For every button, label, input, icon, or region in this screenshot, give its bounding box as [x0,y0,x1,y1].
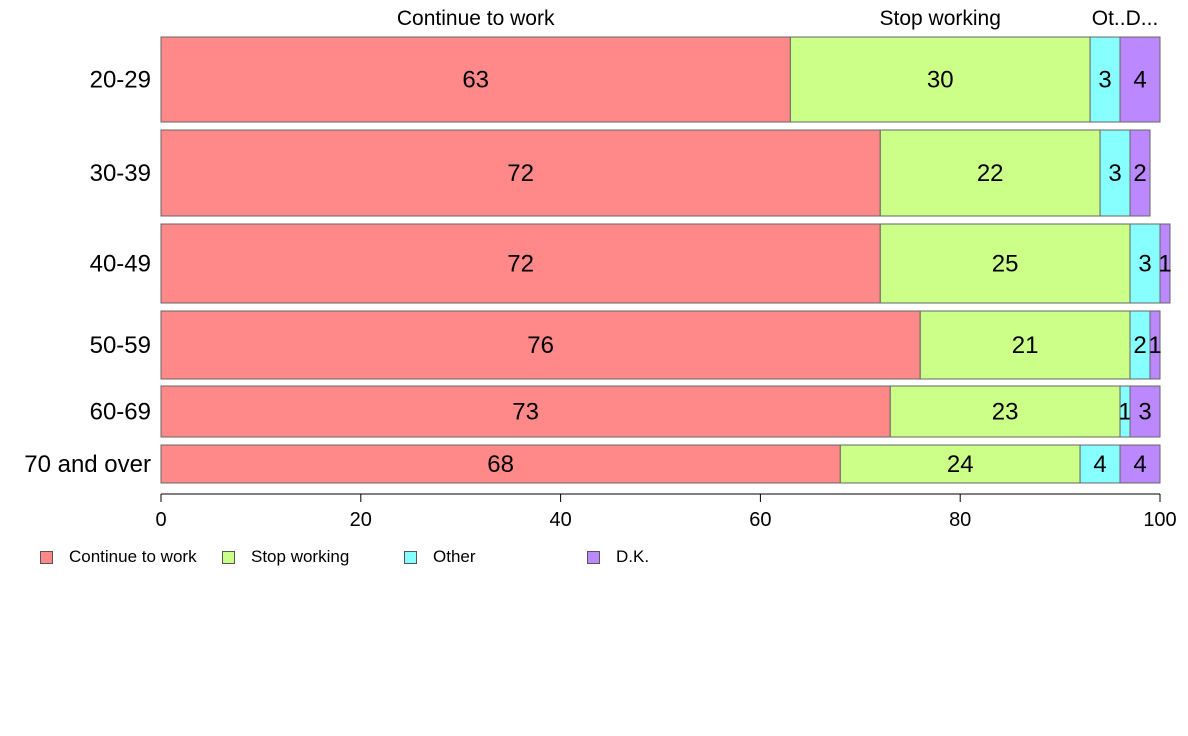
data-label: 25 [992,251,1019,278]
data-label: 2 [1133,160,1146,187]
bar-continue-to-work-20-29 [160,36,791,123]
data-label: 3 [1098,67,1111,94]
category-label-20-29: 20-29 [90,67,151,94]
top-label-stop-working: Stop working [880,7,1001,30]
category-label-30-39: 30-39 [90,160,151,187]
bar-continue-to-work-50-59 [160,310,921,380]
legend-swatch-stop-working [222,550,235,564]
data-label: 21 [1012,332,1039,359]
data-label: 3 [1138,251,1151,278]
bar-stop-working-30-39 [879,129,1101,217]
bar-stop-working-60-69 [889,385,1121,438]
data-label: 76 [527,332,554,359]
legend-swatch-other [404,550,417,564]
data-label: 72 [507,251,534,278]
category-label-70-and-over: 70 and over [24,451,151,478]
x-tick-label: 40 [549,509,571,531]
legend-swatch-continue-to-work [40,550,53,564]
bar-continue-to-work-40-49 [160,223,881,304]
bar-d-k-20-29 [1119,36,1161,123]
bar-stop-working-50-59 [919,310,1131,380]
data-label: 4 [1133,67,1146,94]
x-tick-label: 80 [949,509,971,531]
data-label: 3 [1138,399,1151,426]
x-tick-label: 20 [350,509,372,531]
bar-stop-working-70-and-over [839,444,1081,484]
bar-d-k-30-39 [1129,129,1151,217]
bar-other-70-and-over [1079,444,1121,484]
bar-d-k-50-59 [1149,310,1161,380]
category-label-60-69: 60-69 [90,399,151,426]
data-label: 22 [977,160,1004,187]
data-label: 23 [992,399,1019,426]
bar-d-k-70-and-over [1119,444,1161,484]
bar-other-20-29 [1089,36,1121,123]
top-label-other-dk: Ot..D... [1092,7,1159,30]
data-label: 1 [1148,332,1161,359]
data-label: 4 [1133,451,1146,478]
top-label-continue-to-work: Continue to work [397,7,555,30]
data-label: 72 [507,160,534,187]
data-label: 73 [512,399,539,426]
x-tick-label: 0 [155,509,166,531]
legend-label: Other [433,547,476,566]
x-tick-label: 100 [1143,509,1176,531]
data-label: 1 [1158,251,1171,278]
bar-continue-to-work-60-69 [160,385,891,438]
category-label-50-59: 50-59 [90,332,151,359]
legend-label: Continue to work [69,547,197,566]
data-label: 30 [927,67,954,94]
legend-label: Stop working [251,547,350,566]
data-label: 63 [462,67,489,94]
category-label-40-49: 40-49 [90,251,151,278]
data-label: 68 [487,451,514,478]
bar-d-k-60-69 [1129,385,1161,438]
bar-stop-working-40-49 [879,223,1131,304]
bar-stop-working-20-29 [789,36,1091,123]
data-label: 2 [1133,332,1146,359]
bar-d-k-40-49 [1159,223,1171,304]
legend-swatch-dk [587,550,600,564]
x-tick-label: 60 [749,509,771,531]
legend-item-stop-working: Stop working [222,547,349,567]
legend-item-dk: D.K. [587,547,649,567]
data-label: 1 [1118,399,1131,426]
legend-label: D.K. [616,547,650,566]
bar-continue-to-work-30-39 [160,129,881,217]
data-label: 3 [1108,160,1121,187]
data-label: 4 [1093,451,1106,478]
bar-continue-to-work-70-and-over [160,444,841,484]
bar-other-30-39 [1099,129,1131,217]
legend-item-continue-to-work: Continue to work [40,547,197,567]
legend-item-other: Other [404,547,476,567]
legend: Continue to work Stop working Other D.K. [40,547,800,569]
bar-other-40-49 [1129,223,1161,304]
data-label: 24 [947,451,974,478]
